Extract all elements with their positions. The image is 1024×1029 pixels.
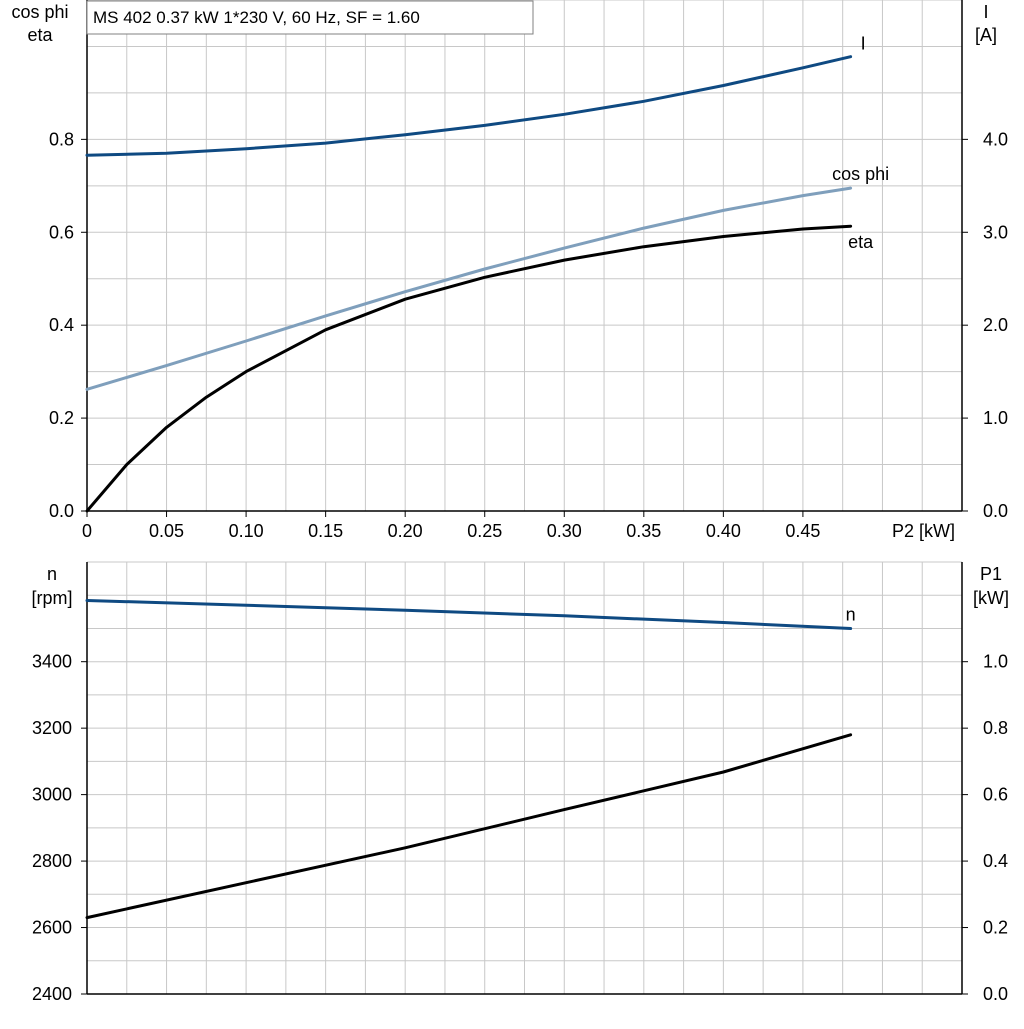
x-tick-label: 0.15 bbox=[308, 521, 343, 541]
y-right-tick-label: 1.0 bbox=[983, 408, 1008, 428]
x-tick-label: 0.30 bbox=[547, 521, 582, 541]
y-left-tick-label: 0.4 bbox=[49, 315, 74, 335]
title-box: MS 402 0.37 kW 1*230 V, 60 Hz, SF = 1.60 bbox=[86, 0, 534, 35]
x-tick-label: 0.45 bbox=[785, 521, 820, 541]
y-left-tick-label: 2600 bbox=[32, 918, 72, 938]
x-tick-label: 0.10 bbox=[229, 521, 264, 541]
y-right-axis-label: I bbox=[983, 2, 988, 22]
y-left-tick-label: 2800 bbox=[32, 851, 72, 871]
y-left-tick-label: 0.2 bbox=[49, 408, 74, 428]
x-axis-label: P2 [kW] bbox=[892, 521, 955, 541]
y-right-tick-label: 1.0 bbox=[983, 652, 1008, 672]
y-left-tick-label: 3200 bbox=[32, 718, 72, 738]
y-left-tick-label: 2400 bbox=[32, 984, 72, 1004]
y-right-axis-label: [A] bbox=[975, 25, 997, 45]
series-label-eta: eta bbox=[848, 232, 874, 252]
y-right-tick-label: 0.0 bbox=[983, 501, 1008, 521]
y-right-axis-label: [kW] bbox=[973, 588, 1009, 608]
x-tick-label: 0 bbox=[82, 521, 92, 541]
y-left-tick-label: 0.8 bbox=[49, 129, 74, 149]
y-right-tick-label: 0.8 bbox=[983, 718, 1008, 738]
x-tick-label: 0.35 bbox=[626, 521, 661, 541]
x-tick-label: 0.25 bbox=[467, 521, 502, 541]
y-right-tick-label: 2.0 bbox=[983, 315, 1008, 335]
series-line-p1 bbox=[85, 733, 853, 920]
y-right-tick-label: 0.4 bbox=[983, 851, 1008, 871]
y-left-axis-label: [rpm] bbox=[31, 588, 72, 608]
y-left-axis-label: n bbox=[47, 564, 57, 584]
y-right-tick-label: 4.0 bbox=[983, 129, 1008, 149]
y-right-axis-label: P1 bbox=[980, 564, 1002, 584]
y-right-tick-label: 0.0 bbox=[983, 984, 1008, 1004]
series-line-n bbox=[85, 599, 853, 630]
y-left-tick-label: 0.0 bbox=[49, 501, 74, 521]
series-line-i bbox=[85, 55, 853, 157]
y-left-tick-label: 0.6 bbox=[49, 222, 74, 242]
x-tick-label: 0.40 bbox=[706, 521, 741, 541]
y-right-tick-label: 3.0 bbox=[983, 222, 1008, 242]
series-label-n: n bbox=[846, 604, 856, 624]
top-chart: 0 0.05 0.10 0.15 0.20 0.25 0.30 0.35 0.40 0.45 P2 … bbox=[11, 0, 1008, 541]
y-left-axis-label: cos phi bbox=[11, 2, 68, 22]
chart-title: MS 402 0.37 kW 1*230 V, 60 Hz, SF = 1.60 bbox=[93, 8, 420, 27]
x-tick-label: 0.20 bbox=[388, 521, 423, 541]
bottom-chart: 2400 2600 2800 3000 3200 3400 0.0 0.2 0.4 0.6 0.8 1… bbox=[31, 561, 1009, 1004]
series-line-eta bbox=[85, 224, 853, 513]
y-right-tick-label: 0.2 bbox=[983, 918, 1008, 938]
y-left-tick-label: 3000 bbox=[32, 785, 72, 805]
y-left-axis-label: eta bbox=[27, 25, 53, 45]
y-right-tick-label: 0.6 bbox=[983, 785, 1008, 805]
series-line-cos-phi bbox=[85, 186, 853, 391]
title-box-frame bbox=[86, 0, 534, 35]
x-tick-label: 0.05 bbox=[149, 521, 184, 541]
series-label-cos-phi: cos phi bbox=[832, 164, 889, 184]
series-label-i: I bbox=[861, 34, 866, 54]
y-left-tick-label: 3400 bbox=[32, 652, 72, 672]
